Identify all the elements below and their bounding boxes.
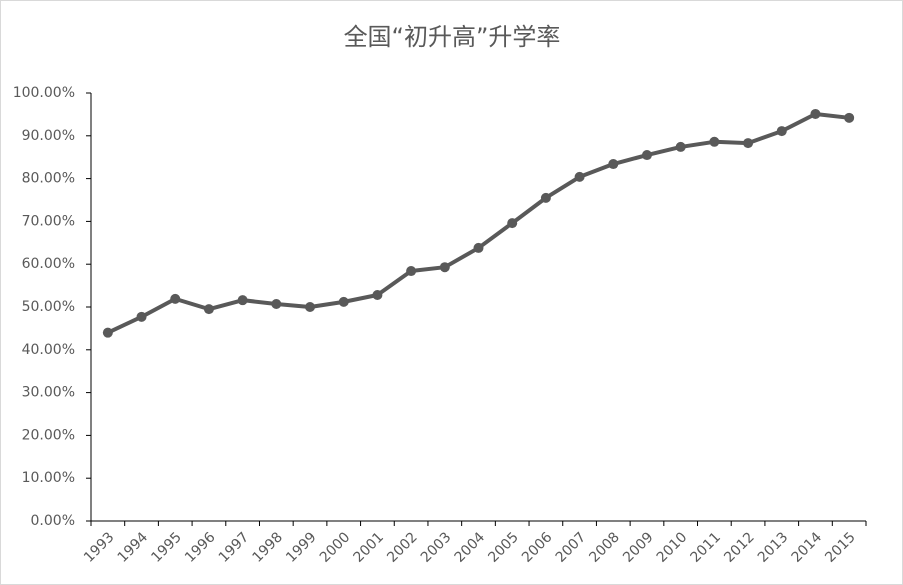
data-point xyxy=(507,218,518,229)
data-point xyxy=(439,262,450,273)
chart-title: 全国“初升高”升学率 xyxy=(344,23,561,51)
y-tick-label: 60.00% xyxy=(22,256,75,272)
data-point xyxy=(473,242,484,253)
data-point xyxy=(372,290,383,301)
data-point xyxy=(675,141,686,152)
y-tick-label: 20.00% xyxy=(22,427,75,443)
data-point xyxy=(608,159,619,170)
data-point xyxy=(237,295,248,306)
data-point xyxy=(844,112,855,123)
y-tick-label: 30.00% xyxy=(22,385,75,401)
data-point xyxy=(271,299,282,310)
data-point xyxy=(709,136,720,147)
data-point xyxy=(406,266,417,277)
y-tick-label: 0.00% xyxy=(31,513,75,529)
data-point xyxy=(574,171,585,182)
y-tick-label: 40.00% xyxy=(22,342,75,358)
y-tick-label: 70.00% xyxy=(22,213,75,229)
data-point xyxy=(170,293,181,304)
y-tick-label: 80.00% xyxy=(22,171,75,187)
data-point xyxy=(540,192,551,203)
y-tick-label: 10.00% xyxy=(22,470,75,486)
y-tick-label: 90.00% xyxy=(22,128,75,144)
data-point xyxy=(136,311,147,322)
data-point xyxy=(641,150,652,161)
data-point xyxy=(102,327,113,338)
data-point xyxy=(810,108,821,119)
data-point xyxy=(305,302,316,312)
data-point xyxy=(776,126,787,137)
y-tick-label: 100.00% xyxy=(13,85,75,101)
data-point xyxy=(338,296,349,307)
data-point xyxy=(203,304,214,315)
data-point xyxy=(743,138,754,149)
y-tick-label: 50.00% xyxy=(22,299,75,315)
